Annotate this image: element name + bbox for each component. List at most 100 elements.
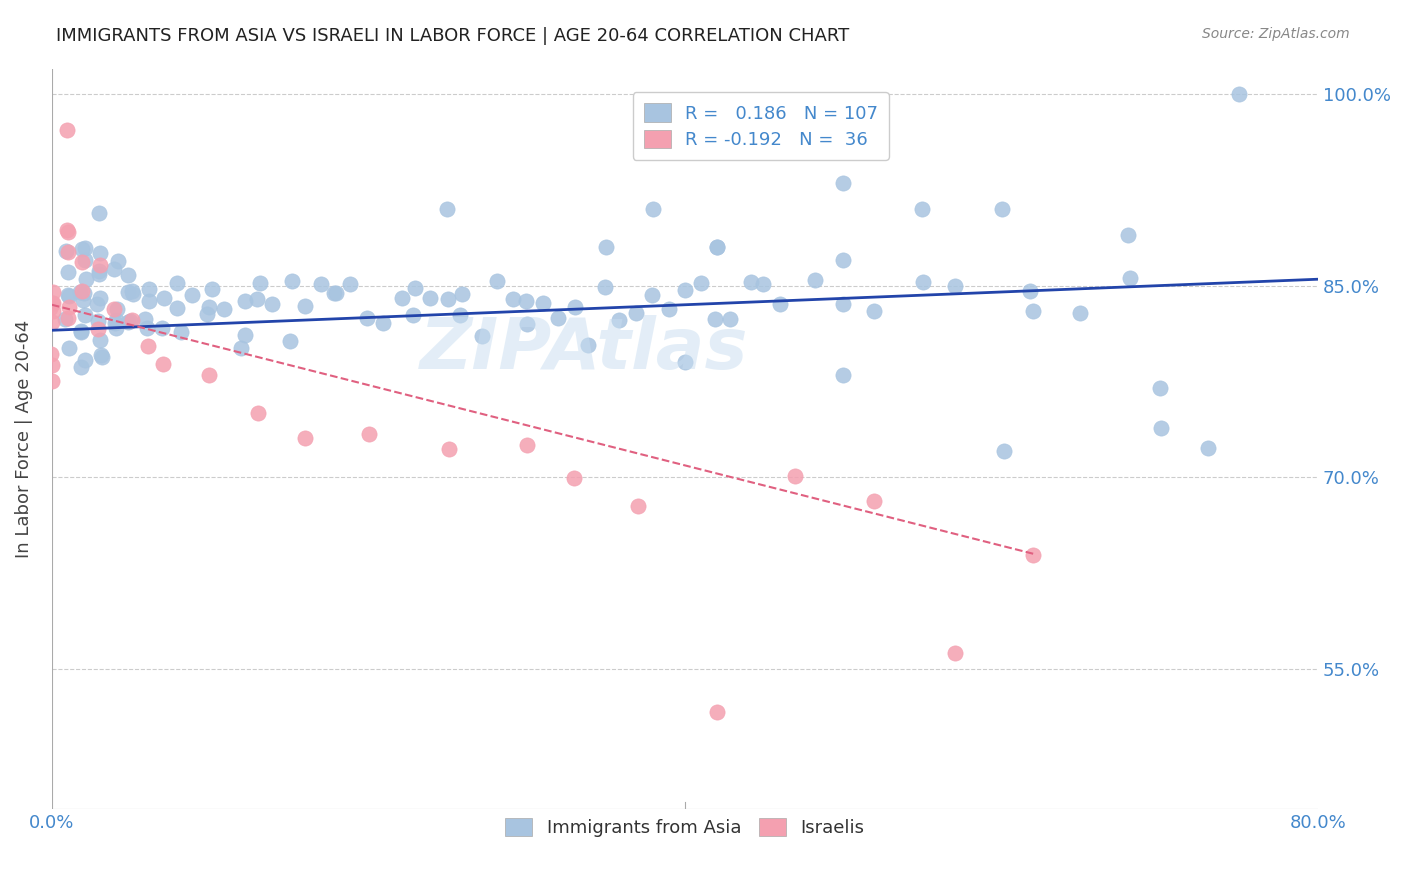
Point xyxy=(404,281,426,295)
Point xyxy=(260,297,283,311)
Point xyxy=(138,294,160,309)
Point xyxy=(547,310,569,325)
Point xyxy=(718,312,741,326)
Point xyxy=(706,706,728,720)
Point xyxy=(90,348,112,362)
Legend: Immigrants from Asia, Israelis: Immigrants from Asia, Israelis xyxy=(498,811,872,845)
Point xyxy=(41,295,63,310)
Point xyxy=(278,334,301,348)
Point xyxy=(86,297,108,311)
Point xyxy=(1150,421,1173,435)
Point xyxy=(212,301,235,316)
Point xyxy=(449,308,471,322)
Point xyxy=(1069,306,1091,320)
Point xyxy=(153,291,176,305)
Point xyxy=(471,329,494,343)
Point xyxy=(87,263,110,277)
Text: Source: ZipAtlas.com: Source: ZipAtlas.com xyxy=(1202,27,1350,41)
Point xyxy=(107,254,129,268)
Point xyxy=(1119,271,1142,285)
Point xyxy=(121,312,143,326)
Point xyxy=(69,285,91,300)
Point xyxy=(152,357,174,371)
Point xyxy=(39,301,62,315)
Point xyxy=(706,240,728,254)
Point xyxy=(55,244,77,259)
Point xyxy=(322,286,344,301)
Point xyxy=(658,301,681,316)
Point xyxy=(55,123,77,137)
Point xyxy=(69,324,91,338)
Point xyxy=(72,293,94,307)
Point xyxy=(198,368,221,382)
Point xyxy=(117,285,139,299)
Point xyxy=(58,225,80,239)
Point xyxy=(832,368,855,382)
Point xyxy=(75,252,97,267)
Point xyxy=(704,311,727,326)
Point xyxy=(740,276,762,290)
Point xyxy=(70,359,93,374)
Point xyxy=(1197,441,1219,455)
Point xyxy=(578,337,600,351)
Point xyxy=(943,646,966,660)
Point xyxy=(249,276,271,290)
Point xyxy=(990,202,1012,216)
Point xyxy=(89,206,111,220)
Point xyxy=(89,258,111,272)
Point xyxy=(42,304,65,318)
Point xyxy=(42,285,65,299)
Point xyxy=(166,301,188,315)
Point xyxy=(170,325,193,339)
Point xyxy=(993,444,1015,458)
Point xyxy=(247,406,270,420)
Point xyxy=(58,289,80,303)
Point xyxy=(769,297,792,311)
Point xyxy=(87,322,110,336)
Point xyxy=(105,302,128,317)
Point xyxy=(911,202,934,216)
Point xyxy=(624,306,647,320)
Point xyxy=(516,317,538,331)
Point xyxy=(117,315,139,329)
Point xyxy=(1149,381,1171,395)
Point xyxy=(41,374,63,388)
Point xyxy=(325,286,347,301)
Point xyxy=(138,282,160,296)
Point xyxy=(70,285,93,299)
Point xyxy=(1022,304,1045,318)
Point xyxy=(419,291,441,305)
Point xyxy=(1116,227,1139,242)
Point xyxy=(862,493,884,508)
Point xyxy=(436,202,458,216)
Point xyxy=(564,300,586,314)
Point xyxy=(104,313,127,327)
Point xyxy=(832,253,855,268)
Point xyxy=(831,297,853,311)
Point xyxy=(673,355,696,369)
Y-axis label: In Labor Force | Age 20-64: In Labor Force | Age 20-64 xyxy=(15,319,32,558)
Point xyxy=(689,276,711,290)
Point xyxy=(402,308,425,322)
Point xyxy=(87,267,110,281)
Point xyxy=(593,280,616,294)
Point xyxy=(58,288,80,302)
Point xyxy=(294,431,316,445)
Point xyxy=(73,352,96,367)
Point xyxy=(181,288,204,302)
Point xyxy=(134,311,156,326)
Point xyxy=(53,311,76,326)
Point xyxy=(294,299,316,313)
Point xyxy=(58,244,80,259)
Point xyxy=(56,265,79,279)
Point xyxy=(531,295,554,310)
Text: ZIPAtlas: ZIPAtlas xyxy=(419,316,748,384)
Point xyxy=(117,268,139,282)
Point xyxy=(41,347,63,361)
Point xyxy=(89,292,111,306)
Point xyxy=(58,310,80,325)
Point xyxy=(136,320,159,334)
Point xyxy=(103,262,125,277)
Point xyxy=(87,314,110,328)
Point xyxy=(150,321,173,335)
